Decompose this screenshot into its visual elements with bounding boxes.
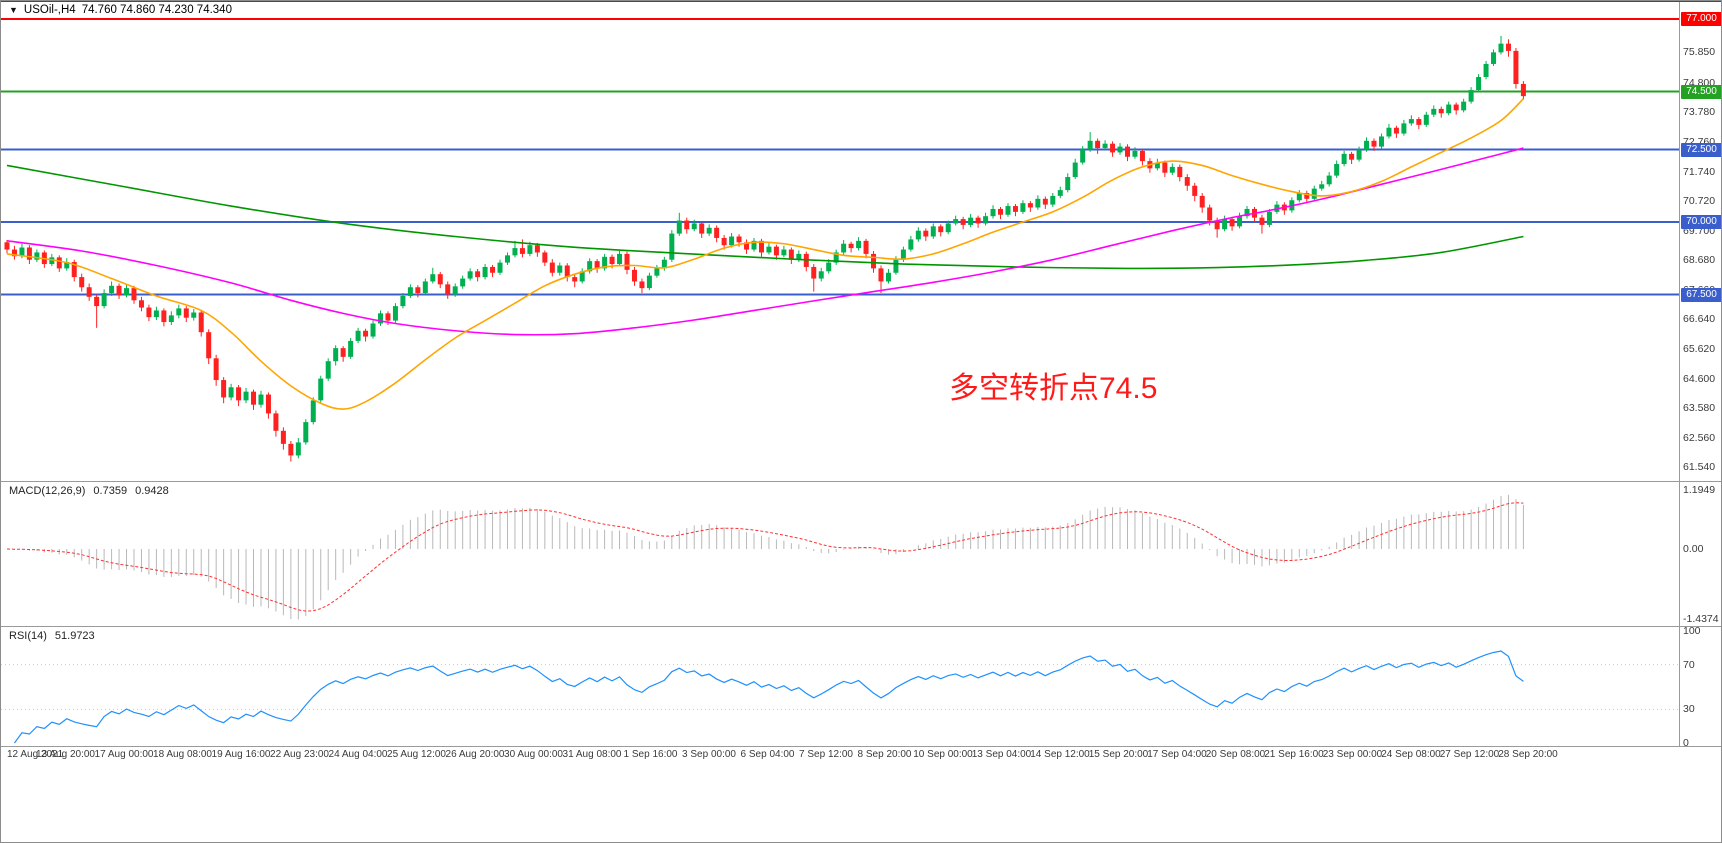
time-axis-label: 21 Sep 16:00 [1264, 749, 1324, 760]
time-axis-label: 30 Aug 00:00 [504, 749, 563, 760]
rsi-indicator-label: RSI(14) 51.9723 [9, 630, 95, 642]
chart-menu-icon[interactable]: ▼ [9, 5, 18, 15]
price-axis-tick: 68.680 [1683, 254, 1716, 267]
macd-value: 0.7359 [93, 485, 128, 497]
time-axis-label: 31 Aug 08:00 [562, 749, 622, 760]
time-axis-label: 8 Sep 20:00 [857, 749, 912, 760]
time-axis-label: 12 Aug 2021 [7, 749, 64, 760]
hlines-layer [1, 18, 1679, 296]
price-axis-tick: 66.640 [1683, 313, 1716, 326]
ma-mid-line [6, 147, 1524, 336]
time-axis-label: 19 Aug 16:00 [211, 749, 271, 760]
price-line-label[interactable]: 72.500 [1681, 142, 1721, 157]
chart-annotation-text[interactable]: 多空转折点74.5 [949, 372, 1158, 405]
rsi-value: 51.9723 [54, 630, 95, 642]
window-top-edge [1, 1, 1721, 2]
macd-axis-label: -1.4374 [1683, 613, 1719, 626]
price-axis-tick: 65.620 [1683, 343, 1716, 356]
rsi-axis-label: 70 [1683, 658, 1695, 671]
price-axis-tick: 71.740 [1683, 165, 1716, 178]
time-axis-label: 17 Sep 04:00 [1147, 749, 1207, 760]
rsi-axis-label: 0 [1683, 737, 1689, 749]
price-axis-tick: 61.540 [1683, 461, 1716, 474]
time-axis-label: 27 Sep 12:00 [1439, 749, 1500, 760]
time-axis-label: 18 Aug 08:00 [153, 749, 212, 760]
rsi-layer [1, 650, 1679, 744]
time-axis-label: 15 Sep 20:00 [1088, 749, 1149, 760]
price-line-label[interactable]: 74.500 [1681, 84, 1721, 99]
rsi-axis-label: 100 [1683, 625, 1701, 637]
macd-signal-line [6, 502, 1524, 612]
time-axis-label: 14 Sep 12:00 [1030, 749, 1090, 760]
price-axis-tick: 64.600 [1683, 372, 1716, 385]
rsi-indicator-name: RSI(14) [9, 630, 47, 642]
macd-signal-value: 0.9428 [135, 485, 169, 497]
time-axis-label: 6 Sep 04:00 [740, 749, 795, 760]
macd-indicator-name: MACD(12,26,9) [9, 485, 86, 497]
time-axis-label: 1 Sep 16:00 [623, 749, 678, 760]
price-line-label[interactable]: 67.500 [1681, 287, 1721, 302]
price-axis-tick: 62.560 [1683, 431, 1716, 444]
ma-slow-line [6, 164, 1524, 270]
candles-layer [4, 35, 1526, 462]
macd-axis-label: 1.1949 [1683, 484, 1716, 497]
chart-symbol-timeframe: USOil-,H4 [23, 4, 76, 16]
time-axis-label: 24 Aug 04:00 [328, 749, 388, 760]
time-axis-label: 24 Sep 08:00 [1381, 749, 1441, 760]
macd-indicator-label: MACD(12,26,9) 0.7359 0.9428 [9, 485, 169, 497]
time-axis-label: 26 Aug 20:00 [445, 749, 505, 760]
time-axis-label: 25 Aug 12:00 [387, 749, 446, 760]
time-axis-label: 13 Aug 20:00 [36, 749, 95, 760]
ma-fast-line [6, 98, 1524, 410]
price-axis-tick: 63.580 [1683, 402, 1716, 415]
rsi-line [13, 650, 1524, 744]
time-axis-label: 20 Sep 08:00 [1205, 749, 1266, 760]
macd-axis-label: 0.00 [1683, 543, 1704, 555]
price-axis-tick: 75.850 [1683, 46, 1716, 59]
time-axis-label: 22 Aug 23:00 [270, 749, 329, 760]
time-axis-label: 13 Sep 04:00 [971, 749, 1032, 760]
price-axis-tick: 73.780 [1683, 106, 1716, 119]
chart-ohlc-readout: 74.760 74.860 74.230 74.340 [81, 4, 232, 16]
time-axis-label: 10 Sep 00:00 [913, 749, 973, 760]
price-line-label[interactable]: 70.000 [1681, 215, 1721, 229]
time-axis-label: 3 Sep 00:00 [682, 749, 736, 760]
price-axis-tick: 70.720 [1683, 195, 1716, 208]
time-axis-label: 17 Aug 00:00 [94, 749, 154, 760]
time-axis-label: 28 Sep 20:00 [1498, 749, 1558, 760]
rsi-axis-label: 30 [1683, 703, 1695, 716]
macd-layer [6, 494, 1524, 620]
chart-title-bar: ▼ USOil-,H4 74.760 74.860 74.230 74.340 [9, 4, 232, 16]
time-axis-label: 7 Sep 12:00 [799, 749, 853, 760]
price-line-label[interactable]: 77.000 [1681, 12, 1721, 26]
time-axis-label: 23 Sep 00:00 [1322, 749, 1383, 760]
